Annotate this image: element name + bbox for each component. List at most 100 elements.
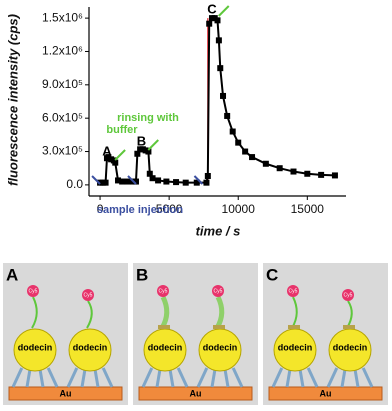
- dye-label: Cy5: [289, 288, 298, 294]
- point: [163, 178, 170, 185]
- x-tick-label: 15000: [291, 202, 325, 216]
- point: [229, 128, 236, 135]
- dna-strand: [86, 300, 93, 329]
- dye-label: Cy5: [29, 288, 38, 294]
- blue-arrow: [193, 175, 204, 185]
- point: [290, 168, 297, 175]
- x-axis-title: time / s: [196, 223, 241, 238]
- point: [206, 20, 213, 27]
- dye: [157, 285, 169, 297]
- protein-label: dodecin: [278, 342, 313, 352]
- dye-label: Cy5: [84, 292, 93, 298]
- linker: [306, 367, 319, 388]
- surface-label: Au: [320, 388, 332, 398]
- linker: [210, 367, 217, 388]
- linker: [93, 367, 100, 388]
- linker: [340, 367, 347, 388]
- dye: [27, 285, 39, 297]
- linker: [101, 367, 114, 388]
- linker: [168, 367, 175, 388]
- protein-label: dodecin: [18, 342, 53, 352]
- linker: [80, 367, 87, 388]
- linker: [285, 367, 292, 388]
- linker: [353, 367, 360, 388]
- x-tick-label: 0: [97, 202, 104, 216]
- linker: [11, 367, 24, 388]
- dye: [82, 289, 94, 301]
- point: [276, 165, 283, 172]
- point: [149, 175, 156, 182]
- linker: [231, 367, 244, 388]
- annotation: sample injection: [97, 204, 183, 216]
- anchor: [343, 325, 355, 329]
- annotation: rinsing with: [117, 112, 179, 124]
- green-arrow: [218, 5, 230, 17]
- linker: [66, 367, 79, 388]
- dna-strand: [31, 296, 38, 329]
- annotation: C: [207, 1, 217, 16]
- point: [203, 179, 210, 186]
- linker: [271, 367, 284, 388]
- anchor: [158, 325, 170, 329]
- x-tick-label: 5000: [156, 202, 183, 216]
- dye-label: Cy5: [159, 288, 168, 294]
- panel-label: B: [136, 265, 148, 284]
- point: [214, 17, 221, 24]
- protein-label: dodecin: [333, 342, 368, 352]
- surface-label: Au: [60, 388, 72, 398]
- y-tick-label: 9.0x10⁵: [42, 77, 83, 91]
- point: [132, 178, 139, 185]
- point: [224, 112, 231, 119]
- protein-label: dodecin: [203, 342, 238, 352]
- dye: [287, 285, 299, 297]
- point: [182, 179, 189, 186]
- linker: [223, 367, 230, 388]
- dye: [342, 289, 354, 301]
- y-tick-label: 1.5x10⁶: [42, 10, 83, 24]
- point: [217, 65, 224, 72]
- x-tick-label: 10000: [222, 202, 256, 216]
- point: [215, 37, 222, 44]
- green-arrow: [147, 139, 159, 151]
- point: [235, 139, 242, 146]
- point: [115, 177, 122, 184]
- dye: [212, 285, 224, 297]
- protein-label: dodecin: [148, 342, 183, 352]
- point: [124, 178, 131, 185]
- linker: [155, 367, 162, 388]
- point: [242, 148, 249, 155]
- point: [318, 171, 325, 178]
- anchor: [213, 325, 225, 329]
- surface-label: Au: [190, 388, 202, 398]
- point: [155, 177, 162, 184]
- point: [173, 179, 180, 186]
- y-tick-label: 6.0x10⁵: [42, 110, 83, 124]
- y-tick-label: 1.2x10⁶: [42, 44, 83, 58]
- dye-label: Cy5: [214, 288, 223, 294]
- linker: [298, 367, 305, 388]
- y-axis-title: fluorescence intensity (cps): [5, 14, 20, 186]
- linker: [141, 367, 154, 388]
- linker: [361, 367, 374, 388]
- annotation: A: [102, 143, 112, 158]
- point: [134, 150, 141, 157]
- panel-label: A: [6, 265, 18, 284]
- blue-arrow: [91, 175, 101, 185]
- dye-label: Cy5: [344, 292, 353, 298]
- blue-arrow: [127, 175, 137, 185]
- protein-label: dodecin: [73, 342, 108, 352]
- gold-surface: [138, 386, 253, 401]
- annotation: B: [137, 133, 146, 148]
- linker: [196, 367, 209, 388]
- gold-surface: [8, 386, 123, 401]
- anchor: [288, 325, 300, 329]
- gold-surface: [268, 386, 383, 401]
- y-tick-label: 0.0: [66, 177, 83, 191]
- point: [262, 160, 269, 167]
- point: [193, 179, 200, 186]
- point: [102, 179, 109, 186]
